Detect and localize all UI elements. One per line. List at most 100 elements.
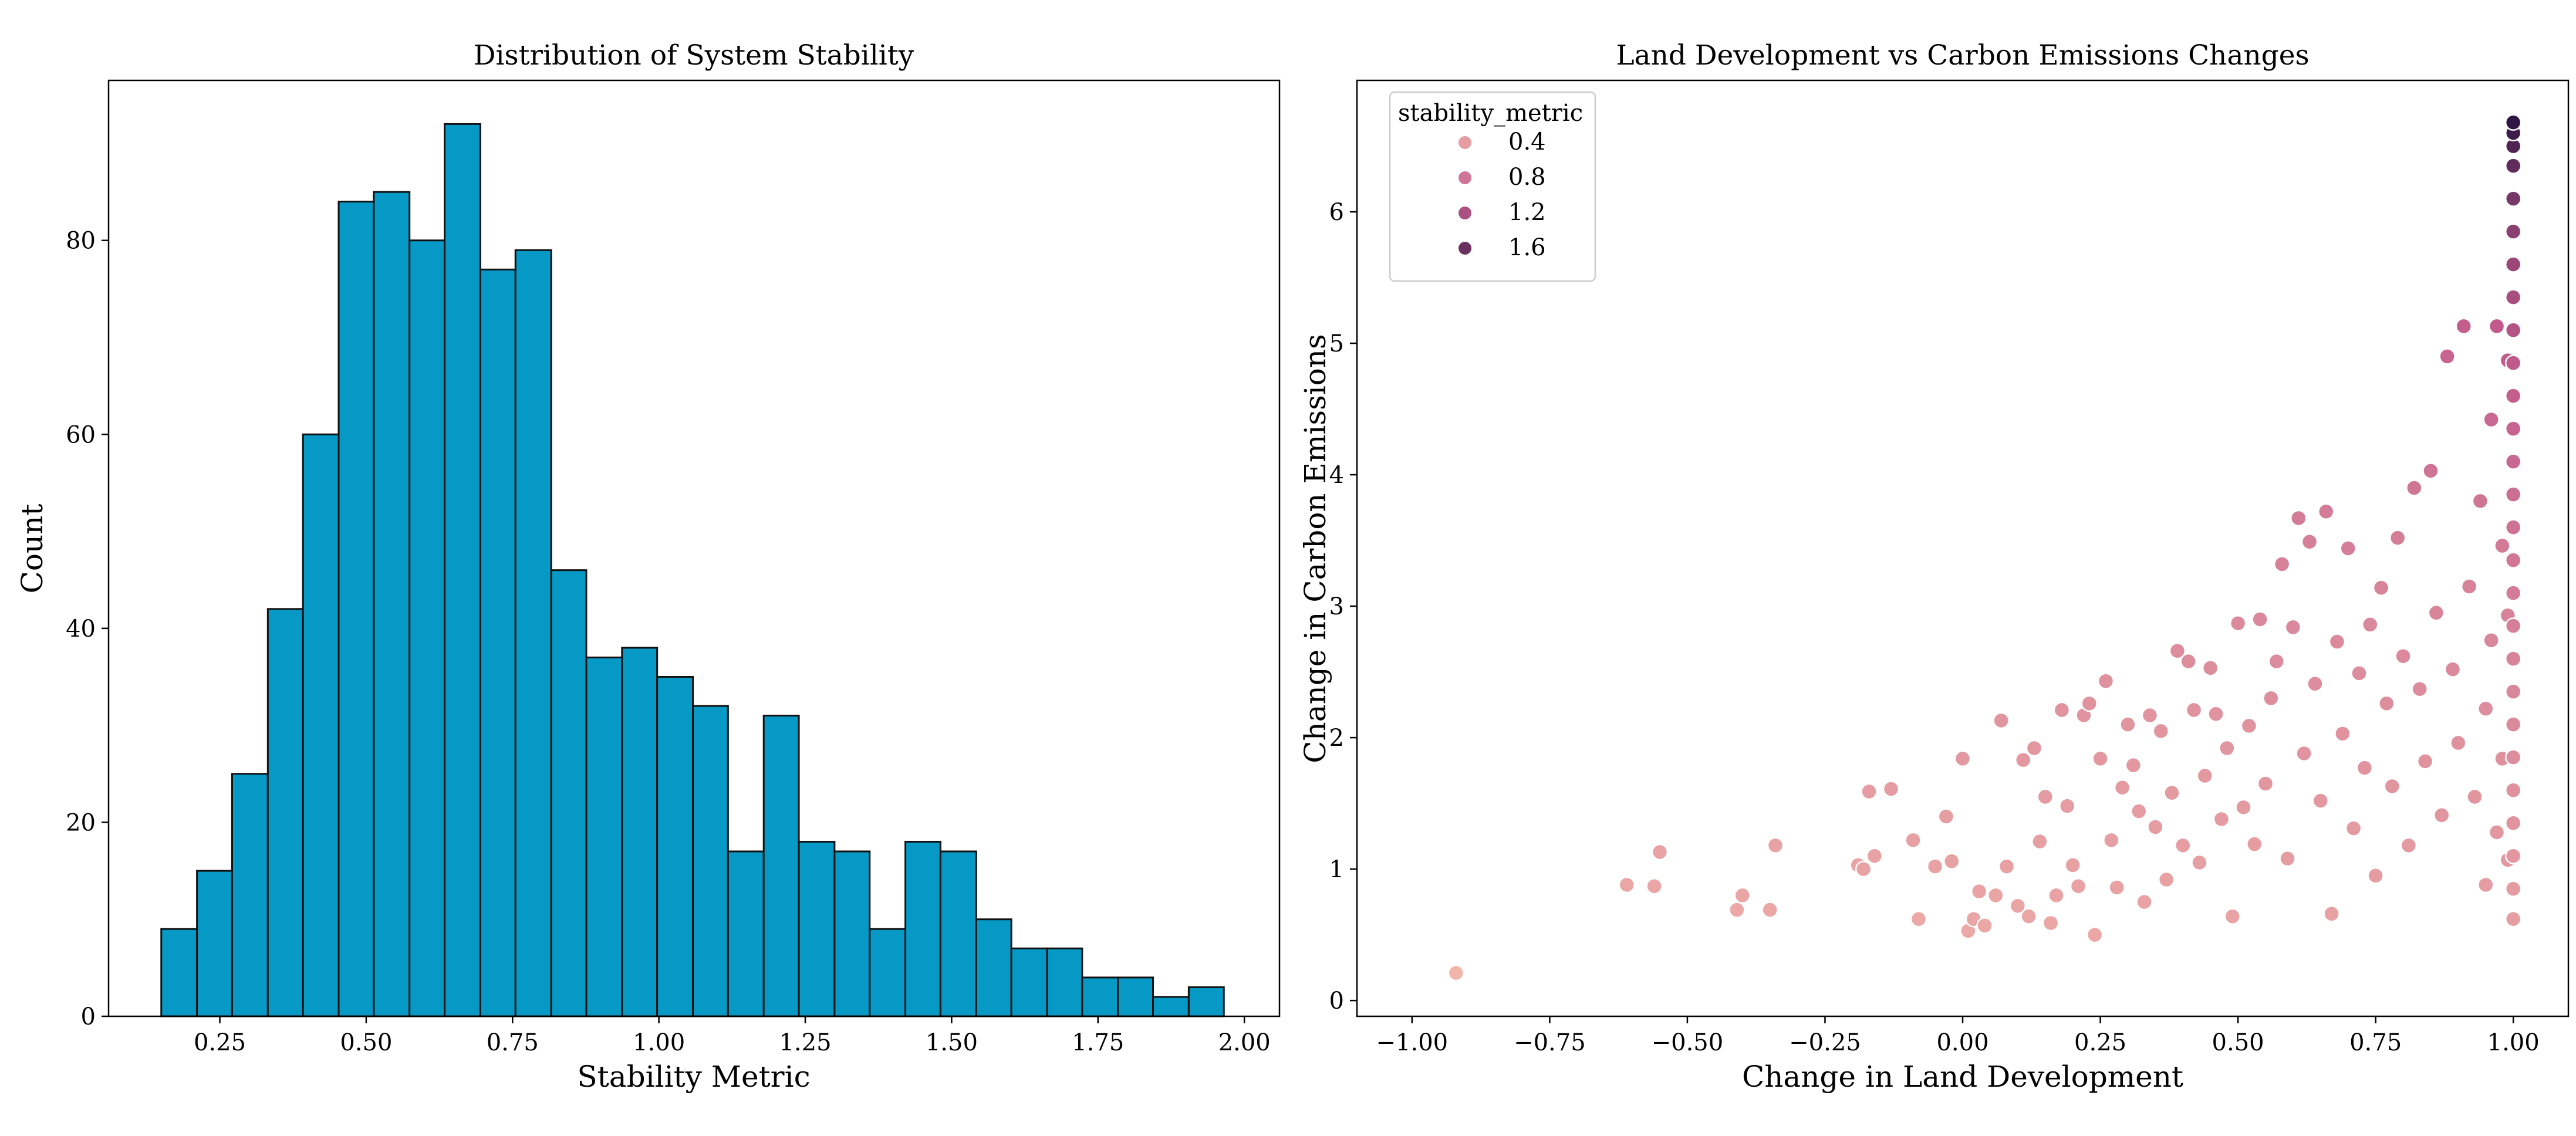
scatter-point [1993,712,2010,729]
scatter-point [2086,926,2104,944]
scatter-point [2235,799,2252,816]
histogram-x-tick-label: 1.25 [779,1029,831,1056]
scatter-point [2504,354,2522,371]
scatter-point [2504,223,2522,240]
histogram-bar [585,656,623,1017]
histogram-bar [904,840,941,1017]
scatter-point [2504,749,2522,766]
scatter-point [2219,739,2236,757]
scatter-point [2042,914,2060,932]
scatter-point [1987,887,2004,904]
histogram-panel: Distribution of System Stability 0.25 0.5… [15,39,1281,1094]
histogram-bar [302,433,340,1017]
scatter-point [2488,824,2506,841]
scatter-point [2158,871,2175,888]
scatter-point [1728,901,1746,918]
scatter-point [2263,689,2280,707]
scatter-point [2191,854,2208,871]
scatter-point [2059,797,2076,814]
scatter-point [2334,725,2351,742]
scatter-y-tick-label: 1 [1329,856,1344,883]
scatter-point [2025,739,2043,757]
scatter-point [2147,819,2164,836]
scatter-point [2372,579,2390,596]
scatter-point [2504,289,2522,306]
histogram-x-label: Stability Metric [577,1060,810,1094]
scatter-point [2460,578,2478,595]
scatter-point [2175,837,2192,854]
scatter-point [2213,810,2230,828]
scatter-point [2279,850,2296,867]
scatter-point [2383,777,2401,795]
scatter-point [1976,917,1993,934]
scatter-y-tick-label: 0 [1329,988,1344,1015]
histogram-bar [1117,976,1154,1017]
scatter-point [2472,492,2489,510]
scatter-point [2504,650,2522,667]
scatter-point [2504,519,2522,536]
legend-label: 1.2 [1508,199,1546,226]
scatter-point [2240,717,2258,735]
scatter-x-tick-label: 0.50 [2212,1029,2264,1056]
histogram-bar [337,201,375,1017]
scatter-point [2483,411,2500,428]
scatter-points [1447,114,2522,982]
scatter-point [2395,647,2412,665]
scatter-point [2439,348,2456,365]
histogram-title: Distribution of System Stability [474,39,914,72]
histogram-x-tick-label: 2.00 [1218,1029,1271,1056]
scatter-point [2433,807,2450,824]
legend-label: 0.4 [1508,129,1546,155]
scatter-x-tick-label: −1.00 [1376,1029,1449,1056]
scatter-point [2504,880,2522,897]
scatter-x-tick-label: −0.25 [1789,1029,1861,1056]
scatter-point [1651,843,1669,861]
scatter-point [2504,157,2522,174]
scatter-point [2009,897,2027,915]
histogram-axes-frame [107,79,1281,1017]
scatter-point [1910,910,1927,928]
scatter-x-tick-label: −0.75 [1514,1029,1586,1056]
histogram-bar [479,268,516,1017]
scatter-point [2207,705,2224,723]
histogram-bar [833,850,871,1017]
histogram-bar [408,239,446,1017]
scatter-point [2301,533,2318,550]
legend-entries: 0.4 0.8 1.2 1.6 [1457,129,1546,261]
histogram-bar [160,928,198,1017]
scatter-point [2295,745,2312,762]
scatter-panel: Land Development vs Carbon Emissions Cha… [1298,39,2570,1094]
histogram-bar [231,773,269,1017]
scatter-point [2196,767,2214,785]
scatter-y-ticks: 0 1 2 3 4 5 6 [1329,199,1357,1015]
scatter-point [2323,905,2340,922]
scatter-point [2031,833,2048,850]
histogram-bar [1187,986,1225,1017]
scatter-point [1970,883,1988,900]
histogram-bar [266,608,304,1017]
histogram-bar [798,840,836,1017]
scatter-point [2450,734,2467,752]
histogram-bar [1046,947,1083,1017]
scatter-point [2064,857,2081,874]
scatter-point [1882,780,1900,797]
histogram-y-ticks: 0 20 40 60 80 [66,228,109,1030]
scatter-point [2351,665,2368,682]
scatter-point [2108,879,2125,896]
legend-marker [1457,241,1473,256]
scatter-point [2504,114,2522,131]
scatter-point [2389,529,2406,546]
scatter-point [2504,256,2522,273]
scatter-point [2246,836,2263,853]
scatter-point [2284,618,2302,636]
scatter-point [1734,887,1751,904]
scatter-point [2180,652,2197,670]
scatter-y-tick-label: 4 [1329,462,1344,489]
histogram-bar [975,918,1012,1017]
scatter-point [2163,784,2180,802]
histogram-bar [869,928,907,1017]
scatter-x-tick-label: 1.00 [2487,1029,2540,1056]
scatter-point [2328,633,2346,650]
scatter-point [2290,509,2307,527]
